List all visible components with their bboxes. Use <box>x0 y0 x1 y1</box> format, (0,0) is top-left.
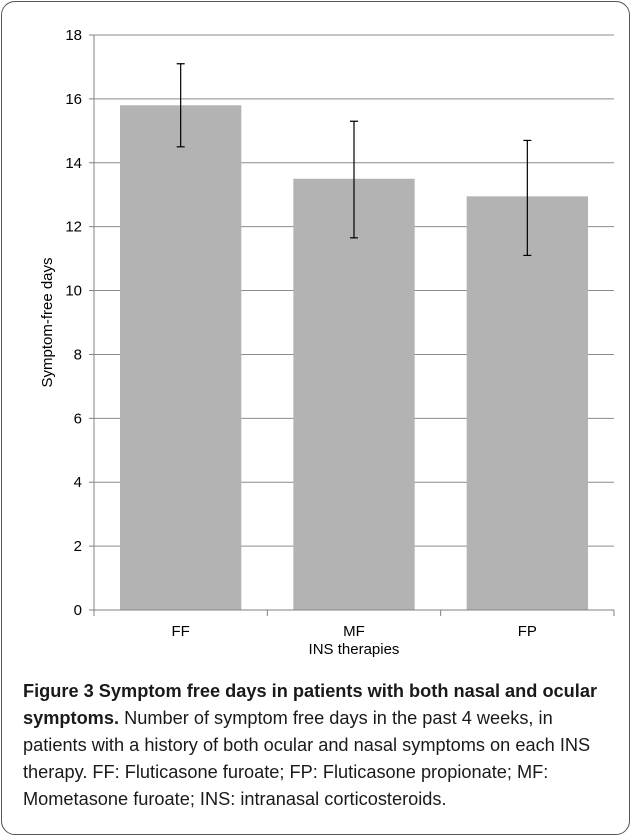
error-bar-ff <box>176 63 185 148</box>
y-tick-label: 6 <box>74 410 82 427</box>
error-bar-mf <box>350 120 358 239</box>
bar-mf <box>293 178 415 610</box>
y-tick-label: 0 <box>74 602 82 619</box>
caption-lead: Figure 3 Symptom free days in patients w… <box>23 681 598 728</box>
axes <box>89 34 615 616</box>
y-tick-label: 18 <box>65 27 82 44</box>
bar-fp <box>466 196 588 610</box>
error-bar-fp <box>523 139 532 257</box>
y-tick-label: 16 <box>65 91 82 108</box>
y-tick-label: 2 <box>74 538 82 555</box>
y-axis-title: Symptom-free days <box>39 257 56 387</box>
y-tick-label: 12 <box>65 219 82 236</box>
tick-labels: 0 2 4 6 8 10 12 14 16 18 FF MF FP <box>65 27 537 640</box>
y-tick-label: 4 <box>74 474 82 491</box>
bar-chart: 0 2 4 6 8 10 12 14 16 18 FF MF FP INS therapies Symp… <box>39 27 615 658</box>
bar-ff <box>120 105 242 611</box>
error-bars <box>176 63 532 257</box>
caption-body: Number of symptom free days in the past … <box>23 708 591 809</box>
x-tick-label: FP <box>518 623 537 640</box>
y-tick-label: 10 <box>65 283 82 300</box>
figure-caption: Figure 3 Symptom free days in patients w… <box>23 678 613 813</box>
y-tick-label: 14 <box>65 155 82 172</box>
bars <box>120 105 588 611</box>
x-tick-label: FF <box>172 623 190 640</box>
x-axis-title: INS therapies <box>309 641 400 658</box>
x-tick-label: MF <box>343 623 365 640</box>
y-tick-label: 8 <box>74 346 82 363</box>
